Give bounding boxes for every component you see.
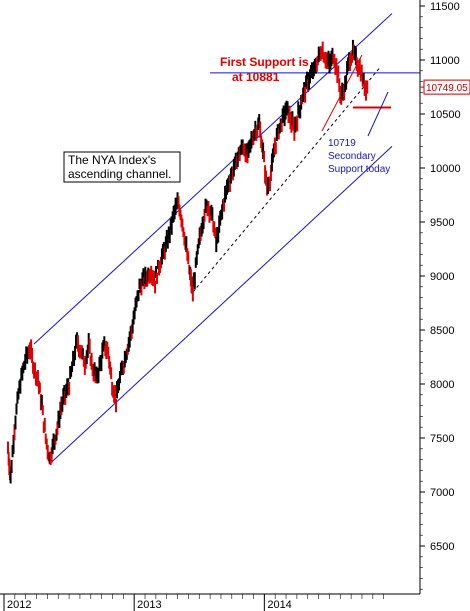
y-axis-ticks: 6500 7000 7500 8000 8500 9000 9500 10000 10500 11… <box>420 1 461 590</box>
x-tick-label: 2013 <box>137 599 161 611</box>
channel-layer <box>33 13 393 465</box>
channel-note-line1: The NYA Index's <box>68 153 156 167</box>
secondary-support-line <box>192 68 380 293</box>
price-layer <box>7 39 369 484</box>
first-support-label-line1: First Support is <box>220 55 309 69</box>
y-tick-label: 9500 <box>430 217 454 229</box>
channel-note-line2: ascending channel. <box>68 167 171 181</box>
y-tick-label: 8500 <box>430 325 454 337</box>
y-tick-label: 11500 <box>430 1 460 13</box>
y-tick-label: 10000 <box>430 163 461 175</box>
last-price-tag: 10749.05 <box>420 79 470 95</box>
x-axis-ticks: 2012 2013 2014 <box>3 594 384 611</box>
y-tick-label: 10500 <box>430 109 461 121</box>
y-tick-label: 11000 <box>430 55 460 67</box>
x-tick-label: 2012 <box>7 599 31 611</box>
x-tick-label: 2014 <box>267 599 291 611</box>
channel-line-lower <box>49 146 393 465</box>
secondary-pointer <box>367 91 389 137</box>
y-tick-label: 7500 <box>430 433 454 445</box>
plot-area <box>0 0 420 594</box>
y-tick-label: 7000 <box>430 487 454 499</box>
y-tick-label: 8000 <box>430 379 454 391</box>
channel-line-upper <box>33 13 393 345</box>
secondary-support-label-line1: Secondary <box>328 151 376 162</box>
secondary-support-label-line2: Support today <box>328 164 390 175</box>
channel-note-box <box>63 151 181 183</box>
y-tick-label: 9000 <box>430 271 454 283</box>
first-support-label-line2: at 10881 <box>232 70 280 84</box>
secondary-support-value: 10719 <box>328 138 356 149</box>
last-price-value: 10749.05 <box>426 83 468 94</box>
y-tick-label: 6500 <box>430 541 454 553</box>
